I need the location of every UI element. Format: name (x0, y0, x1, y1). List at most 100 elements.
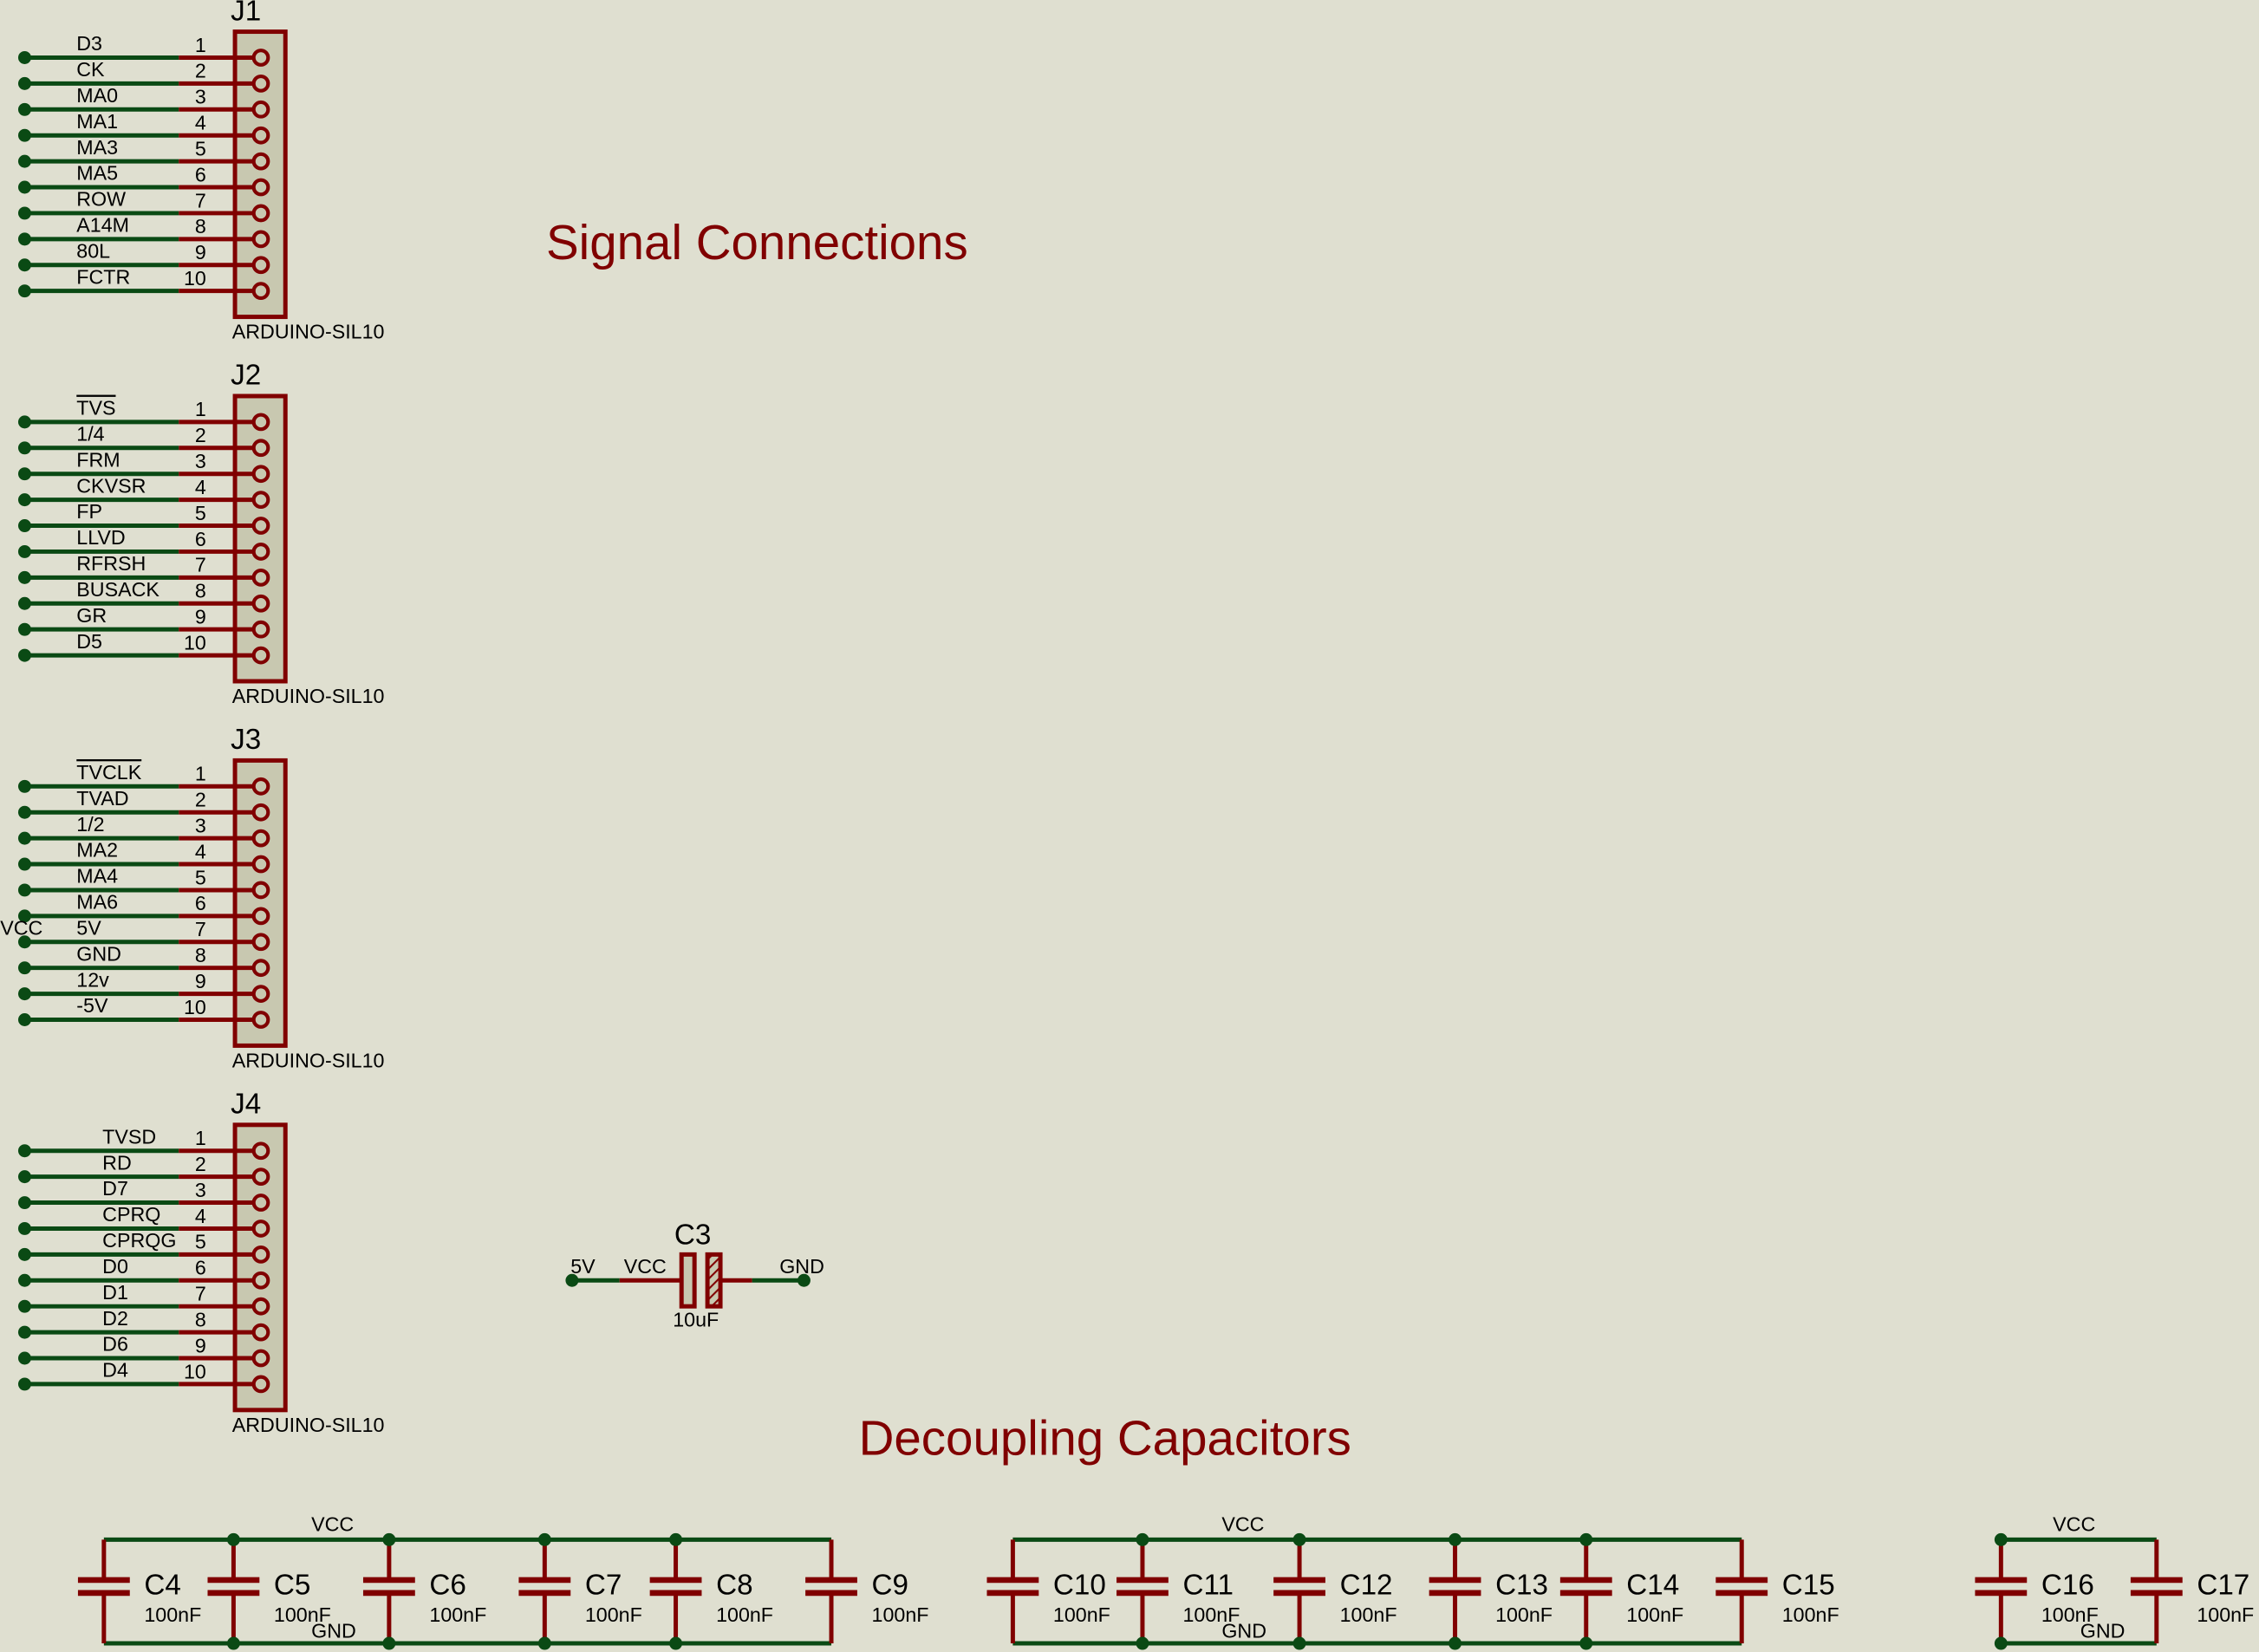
connector-pin-9[interactable]: 80L 9 (17, 239, 270, 275)
connector-pin-9[interactable]: D6 9 (17, 1333, 270, 1368)
connector-pin-6[interactable]: LLVD 6 (17, 526, 270, 561)
connector-j4[interactable]: J4 TVSD 1 RD 2 D7 3 CPRQ 4 CPRQG 5 D0 6 D1 7 D2 8 D6 9 D4 10… (17, 1089, 385, 1436)
connector-body[interactable] (232, 758, 288, 1048)
connector-pin-10[interactable]: D5 10 (17, 630, 270, 665)
connector-ref: J4 (231, 1089, 261, 1121)
connector-pin-1[interactable]: TVCLK 1 (17, 761, 270, 796)
connector-pin-6[interactable]: D0 6 (17, 1255, 270, 1290)
connector-pin-6[interactable]: MA5 6 (17, 162, 270, 197)
capacitor-ref: C11 (1182, 1570, 1233, 1602)
connector-pin-3[interactable]: D7 3 (17, 1177, 270, 1212)
connector-pin-9[interactable]: GR 9 (17, 604, 270, 639)
net-label: CK (76, 58, 105, 81)
capacitor-plate-polarized (705, 1252, 723, 1309)
junction-dot (17, 1013, 31, 1026)
connector-pin-1[interactable]: D3 1 (17, 32, 270, 67)
connector-pin-5[interactable]: MA4 5 (17, 865, 270, 900)
junction-dot (17, 1299, 31, 1313)
pin-pad-icon (251, 439, 270, 458)
connector-pin-1[interactable]: TVSD 1 (17, 1125, 270, 1161)
pin-number: 5 (195, 502, 206, 524)
pin-pad-icon (251, 491, 270, 510)
junction-dot (1292, 1532, 1306, 1546)
connector-pin-4[interactable]: MA1 4 (17, 110, 270, 145)
connector-pin-3[interactable]: FRM 3 (17, 448, 270, 484)
junction-dot (17, 128, 31, 142)
connector-pin-10[interactable]: -5V 10 (17, 994, 270, 1029)
net-label: 12v (76, 968, 109, 991)
capacitor-value: 100nF (1182, 1603, 1240, 1626)
pin-pad-icon (251, 230, 270, 249)
connector-pin-4[interactable]: MA2 4 (17, 839, 270, 874)
connector-pin-9[interactable]: 12v 9 (17, 968, 270, 1003)
pin-number: 5 (195, 866, 206, 888)
pin-pad-icon (251, 1219, 270, 1238)
connector-body[interactable] (232, 393, 288, 684)
connector-pin-5[interactable]: CPRQG 5 (17, 1229, 270, 1264)
pin-number: 7 (195, 189, 206, 211)
connector-pin-2[interactable]: RD 2 (17, 1151, 270, 1187)
net-label: GND (779, 1255, 824, 1278)
pin-number: 1 (195, 398, 206, 420)
pin-pad-icon (251, 1193, 270, 1212)
pin-pad-icon (251, 1167, 270, 1187)
connector-pin-4[interactable]: CKVSR 4 (17, 474, 270, 510)
connector-pin-10[interactable]: D4 10 (17, 1359, 270, 1394)
connector-pin-2[interactable]: 1/4 2 (17, 422, 270, 458)
connector-pin-3[interactable]: 1/2 3 (17, 813, 270, 848)
connector-pin-6[interactable]: MA6 6 (17, 891, 270, 926)
connector-pin-8[interactable]: GND 8 (17, 942, 270, 978)
junction-dot (17, 415, 31, 429)
decoupling-bank-2: VCCGNDC10100nFC11100nFC12100nFC13100nFC1… (986, 1512, 1839, 1650)
net-label: 5V (76, 916, 101, 939)
net-label: D3 (76, 32, 102, 55)
connector-pin-7[interactable]: ROW 7 (17, 188, 270, 223)
connector-part-name: ARDUINO-SIL10 (232, 321, 385, 343)
connector-pin-4[interactable]: CPRQ 4 (17, 1203, 270, 1238)
capacitor-c3[interactable]: C3 5V VCC GND 10uF (565, 1219, 824, 1331)
connector-pin-2[interactable]: TVAD 2 (17, 787, 270, 822)
connector-pin-5[interactable]: FP 5 (17, 500, 270, 535)
capacitor-value: 100nF (144, 1603, 201, 1626)
connector-body[interactable] (232, 1122, 288, 1413)
connector-pin-8[interactable]: D2 8 (17, 1307, 270, 1342)
connector-pin-3[interactable]: MA0 3 (17, 84, 270, 119)
junction-dot (537, 1636, 551, 1650)
net-label: CPRQG (102, 1229, 176, 1252)
connector-pin-10[interactable]: FCTR 10 (17, 265, 270, 301)
connector-pin-8[interactable]: A14M 8 (17, 214, 270, 249)
pin-number: 9 (195, 606, 206, 628)
connector-pin-7[interactable]: 5V 7 VCC (0, 916, 270, 952)
connector-ref: J2 (231, 360, 261, 392)
pin-number: 2 (195, 1153, 206, 1175)
connector-pin-5[interactable]: MA3 5 (17, 136, 270, 171)
junction-dot (17, 779, 31, 793)
junction-dot (17, 258, 31, 272)
connector-body[interactable] (232, 29, 288, 320)
connector-pin-8[interactable]: BUSACK 8 (17, 578, 270, 613)
connector-pin-2[interactable]: CK 2 (17, 58, 270, 93)
connector-pin-7[interactable]: D1 7 (17, 1281, 270, 1316)
junction-dot (226, 1636, 240, 1650)
pin-pad-icon (251, 620, 270, 639)
connector-pin-1[interactable]: TVS 1 (17, 397, 270, 432)
pin-pad-icon (251, 517, 270, 535)
connector-pin-7[interactable]: RFRSH 7 (17, 552, 270, 587)
